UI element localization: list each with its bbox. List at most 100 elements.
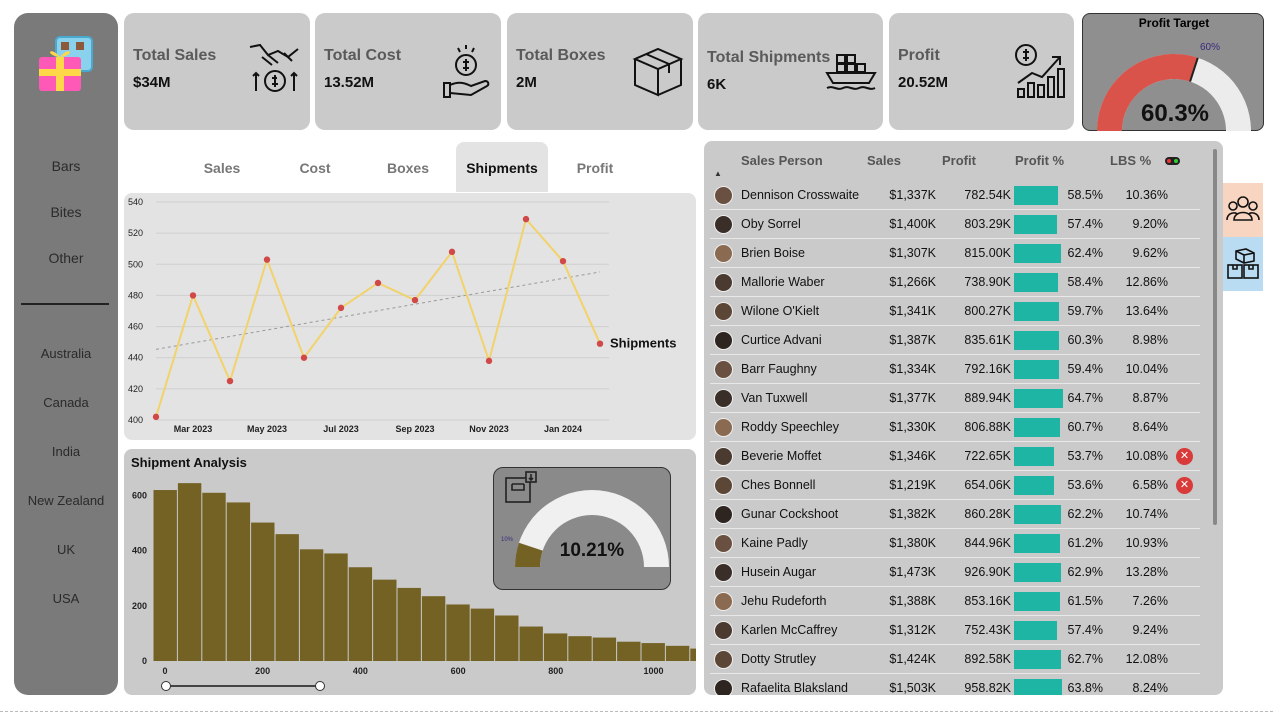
data-point xyxy=(559,257,567,265)
profit-pct-value: 62.9% xyxy=(1067,565,1103,579)
country-usa[interactable]: USA xyxy=(52,591,80,606)
sales-value: $1,341K xyxy=(889,304,936,318)
table-row[interactable]: Roddy Speechley $1,330K 806.88K 60.7% 8.64% xyxy=(710,413,1200,442)
tab-boxes[interactable]: Boxes xyxy=(386,160,430,176)
sales-person-name: Rafaelita Blaksland xyxy=(741,681,849,695)
table-row[interactable]: Kaine Padly $1,380K 844.96K 61.2% 10.93% xyxy=(710,529,1200,558)
lbs-pct-value: 9.20% xyxy=(1132,217,1168,231)
sales-value: $1,382K xyxy=(889,507,936,521)
header-profit-pct[interactable]: Profit % xyxy=(1015,153,1065,168)
tab-profit[interactable]: Profit xyxy=(576,160,614,176)
y-tick-label: 460 xyxy=(128,322,143,332)
lbs-gauge-arc xyxy=(515,490,669,567)
histogram-bar xyxy=(397,587,421,661)
sort-arrow-icon[interactable]: ▲ xyxy=(714,169,722,178)
profit-pct-bar xyxy=(1014,650,1062,669)
profit-value: 853.16K xyxy=(964,594,1011,608)
profit-value: 926.90K xyxy=(964,565,1011,579)
range-slider-min-handle[interactable] xyxy=(161,681,171,691)
table-scrollbar[interactable] xyxy=(1213,149,1217,525)
category-bites[interactable]: Bites xyxy=(50,204,82,220)
kpi-label: Total Shipments xyxy=(707,49,831,66)
sales-value: $1,424K xyxy=(889,652,936,666)
profit-pct-bar xyxy=(1014,447,1055,466)
tab-shipments[interactable]: Shipments xyxy=(456,142,548,192)
table-row[interactable]: Wilone O'Kielt $1,341K 800.27K 59.7% 13.64% xyxy=(710,297,1200,326)
country-canada[interactable]: Canada xyxy=(43,395,89,410)
profit-pct-bar xyxy=(1014,360,1059,379)
kpi-value: 20.52M xyxy=(898,74,949,91)
table-row[interactable]: Ches Bonnell $1,219K 654.06K 53.6% 6.58% ✕ xyxy=(710,471,1200,500)
table-row[interactable]: Oby Sorrel $1,400K 803.29K 57.4% 9.20% xyxy=(710,210,1200,239)
series-label: Shipments xyxy=(610,336,676,351)
people-view-button[interactable] xyxy=(1223,183,1263,237)
profit-value: 860.28K xyxy=(964,507,1011,521)
sales-person-name: Oby Sorrel xyxy=(741,217,801,231)
table-row[interactable]: Karlen McCaffrey $1,312K 752.43K 57.4% 9.24% xyxy=(710,616,1200,645)
sales-person-name: Ches Bonnell xyxy=(741,478,816,492)
y-tick-label: 480 xyxy=(128,290,143,300)
sales-person-name: Curtice Advani xyxy=(741,333,822,347)
y-tick-label: 400 xyxy=(132,546,147,556)
header-profit[interactable]: Profit xyxy=(942,153,976,168)
table-row[interactable]: Gunar Cockshoot $1,382K 860.28K 62.2% 10.74% xyxy=(710,500,1200,529)
histogram-bar xyxy=(470,608,495,661)
table-row[interactable]: Dennison Crosswaite $1,337K 782.54K 58.5% 10… xyxy=(710,181,1200,210)
table-row[interactable]: Brien Boise $1,307K 815.00K 62.4% 9.62% xyxy=(710,239,1200,268)
kpi-total-boxes: Total Boxes 2M xyxy=(507,13,693,130)
money-handshake-icon xyxy=(249,43,299,92)
lbs-pct-value: 12.86% xyxy=(1125,275,1168,289)
lbs-pct-value: 8.87% xyxy=(1132,391,1168,405)
country-new-zealand[interactable]: New Zealand xyxy=(27,493,105,508)
table-row[interactable]: Beverie Moffet $1,346K 722.65K 53.7% 10.08% ✕ xyxy=(710,442,1200,471)
kpi-total-sales: Total Sales $34M xyxy=(124,13,310,130)
profit-pct-bar xyxy=(1014,592,1061,611)
profit-pct-bar xyxy=(1014,215,1058,234)
category-other[interactable]: Other xyxy=(48,250,84,266)
gift-box-icon xyxy=(39,36,93,91)
profit-pct-bar xyxy=(1014,418,1060,437)
histogram-bar xyxy=(568,636,592,661)
header-sales-person[interactable]: Sales Person xyxy=(741,153,823,168)
lbs-pct-value: 9.24% xyxy=(1132,623,1168,637)
tab-sales[interactable]: Sales xyxy=(203,160,241,176)
sales-value: $1,388K xyxy=(889,594,936,608)
range-slider-max-handle[interactable] xyxy=(315,681,325,691)
country-india[interactable]: India xyxy=(51,444,81,459)
table-row[interactable]: Van Tuxwell $1,377K 889.94K 64.7% 8.87% xyxy=(710,384,1200,413)
sales-person-name: Dennison Crosswaite xyxy=(741,188,860,202)
profit-pct-value: 60.7% xyxy=(1067,420,1103,434)
table-row[interactable]: Barr Faughny $1,334K 792.16K 59.4% 10.04% xyxy=(710,355,1200,384)
country-uk[interactable]: UK xyxy=(56,542,76,557)
profit-pct-value: 59.7% xyxy=(1067,304,1103,318)
profit-pct-bar xyxy=(1014,476,1055,495)
range-slider-track[interactable] xyxy=(166,685,321,687)
profit-value: 782.54K xyxy=(964,188,1011,202)
gauge-target-tick xyxy=(1189,57,1199,82)
country-australia[interactable]: Australia xyxy=(40,346,92,361)
warning-x-icon: ✕ xyxy=(1176,477,1193,494)
header-lbs-pct[interactable]: LBS % xyxy=(1110,153,1152,168)
lbs-gauge-card: 10% 10.21% xyxy=(493,467,671,590)
boxes-view-button[interactable] xyxy=(1223,237,1263,291)
table-row[interactable]: Mallorie Waber $1,266K 738.90K 58.4% 12.86% xyxy=(710,268,1200,297)
sales-value: $1,400K xyxy=(889,217,936,231)
y-tick-label: 200 xyxy=(132,601,147,611)
histogram-svg: 0 200 400 600 0 200 400 600 800 1000 xyxy=(132,483,696,676)
lbs-pct-value: 10.36% xyxy=(1125,188,1168,202)
y-tick-label: 600 xyxy=(132,491,147,501)
sales-person-name: Brien Boise xyxy=(741,246,805,260)
table-row[interactable]: Rafaelita Blaksland $1,503K 958.82K 63.8% 8.… xyxy=(710,674,1200,695)
header-sales[interactable]: Sales xyxy=(867,153,901,168)
tab-cost[interactable]: Cost xyxy=(299,160,331,176)
table-row[interactable]: Dotty Strutley $1,424K 892.58K 62.7% 12.08% xyxy=(710,645,1200,674)
profit-pct-bar xyxy=(1014,331,1060,350)
sales-person-name: Husein Augar xyxy=(741,565,817,579)
table-row[interactable]: Husein Augar $1,473K 926.90K 62.9% 13.28% xyxy=(710,558,1200,587)
table-row[interactable]: Jehu Rudeforth $1,388K 853.16K 61.5% 7.26% xyxy=(710,587,1200,616)
table-row[interactable]: Curtice Advani $1,387K 835.61K 60.3% 8.98% xyxy=(710,326,1200,355)
profit-pct-bar xyxy=(1014,563,1062,582)
category-bars[interactable]: Bars xyxy=(51,158,81,174)
avatar xyxy=(714,650,733,669)
data-point xyxy=(152,413,160,421)
